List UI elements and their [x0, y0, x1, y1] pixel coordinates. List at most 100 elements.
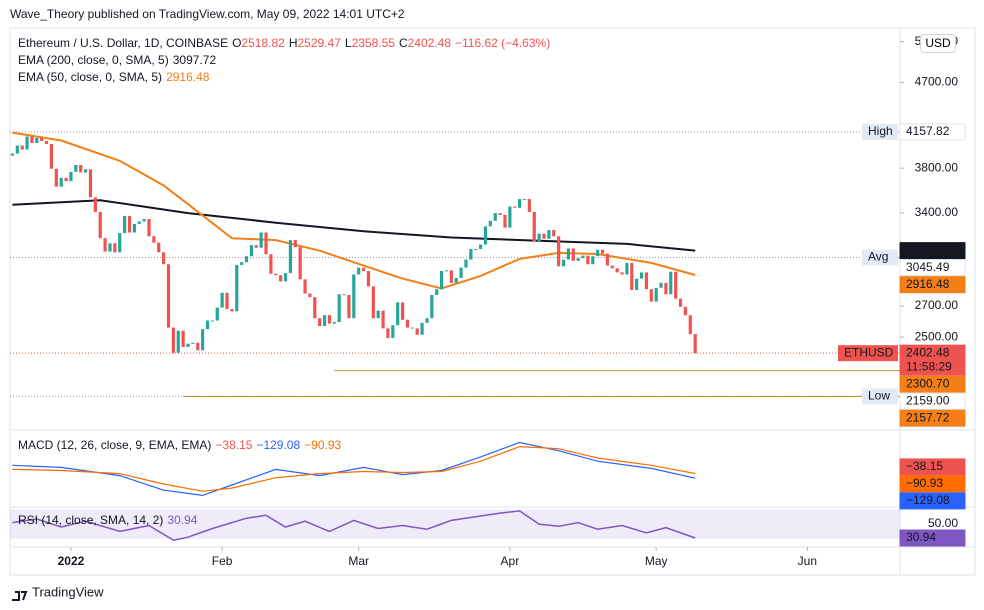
candle: [225, 292, 229, 310]
candle: [488, 220, 492, 227]
candle: [332, 322, 336, 324]
candle: [264, 232, 268, 255]
candle: [113, 243, 117, 253]
price-badge: [899, 458, 966, 476]
candle: [644, 272, 649, 290]
quote-value: 2358.55: [351, 36, 395, 50]
price-badge: [899, 344, 966, 376]
candle: [659, 282, 663, 288]
candle: [93, 197, 97, 212]
quote-value: 2529.47: [297, 36, 341, 50]
price-badge: [899, 259, 966, 277]
candle: [639, 272, 644, 279]
level-tag-label: High: [868, 124, 893, 138]
price-badge: [899, 475, 966, 493]
candle: [561, 259, 566, 267]
candle: [522, 199, 527, 201]
price-badge-label: 2157.72: [906, 410, 950, 424]
candle: [269, 254, 273, 274]
candle: [132, 223, 136, 233]
candle: [166, 264, 171, 328]
price-badge-label: 4157.82: [906, 124, 950, 138]
level-tag-label: Low: [868, 388, 890, 402]
candle: [664, 282, 668, 295]
price-badge-label: 2916.48: [906, 277, 950, 291]
candle: [430, 295, 434, 319]
rsi-title: RSI (14, close, SMA, 14, 2): [18, 513, 164, 527]
price-badge: [899, 409, 966, 427]
candle: [137, 221, 141, 224]
price-badge: [899, 492, 966, 510]
candle: [69, 171, 73, 182]
candle: [625, 262, 629, 275]
price-badge: [899, 529, 966, 547]
candle: [386, 328, 390, 338]
candle: [147, 219, 151, 237]
candle: [381, 310, 385, 329]
candle: [25, 136, 29, 150]
macd-line: [12, 441, 696, 497]
candle: [88, 169, 93, 198]
candle: [298, 247, 302, 280]
macd-value: −129.08: [256, 438, 301, 452]
currency-button[interactable]: USD: [920, 34, 956, 53]
candle: [415, 328, 419, 335]
quote-key: C: [398, 36, 408, 50]
candle: [586, 255, 590, 265]
footer-brand: TradingView: [32, 584, 104, 599]
candle: [371, 286, 375, 319]
candle: [552, 230, 556, 237]
countdown: 11:58:29: [906, 359, 952, 373]
macd-hist-value: −38.15: [215, 438, 253, 452]
candle: [630, 262, 634, 290]
candle: [498, 213, 502, 215]
candle: [162, 252, 166, 265]
ema-name: EMA (50, close, 0, SMA, 5): [18, 70, 163, 84]
macd-legend: MACD (12, 26, close, 9, EMA, EMA) −38.15−…: [18, 437, 345, 454]
candle: [318, 318, 322, 326]
candle: [678, 298, 683, 307]
x-tick-label: Apr: [501, 554, 520, 568]
candle: [288, 240, 293, 274]
candle: [220, 292, 224, 308]
frame: [9, 27, 976, 576]
candle: [244, 256, 249, 263]
price-badge: [899, 375, 966, 393]
x-tick-label: Feb: [212, 554, 233, 568]
price-badge: [899, 392, 966, 410]
candle: [376, 310, 380, 319]
candle: [635, 278, 639, 290]
candle: [347, 295, 351, 319]
candle: [654, 287, 658, 302]
candle: [518, 199, 522, 208]
candle: [400, 302, 405, 320]
quote-key: O: [232, 36, 242, 50]
candle: [254, 245, 258, 248]
ema-line: [12, 199, 696, 252]
candle: [322, 315, 327, 326]
candle: [283, 273, 288, 282]
candle: [435, 289, 439, 296]
candle: [366, 271, 371, 287]
candle: [205, 320, 210, 330]
level-tag: [862, 388, 898, 405]
candle: [596, 249, 600, 257]
x-tick-label: Mar: [348, 554, 369, 568]
candle: [459, 267, 463, 278]
candle: [532, 211, 536, 242]
candle: [615, 268, 619, 273]
candle: [674, 271, 678, 299]
rsi-value: 30.94: [167, 513, 198, 527]
candle: [235, 264, 239, 312]
candle: [449, 270, 453, 283]
candle: [293, 240, 297, 248]
candle: [581, 255, 585, 259]
candle: [361, 267, 366, 272]
candle: [669, 271, 673, 295]
candle: [64, 177, 68, 182]
rsi-band: [10, 509, 900, 539]
candle: [693, 334, 697, 354]
candle: [54, 168, 58, 187]
x-tick-label: 2022: [58, 554, 85, 568]
